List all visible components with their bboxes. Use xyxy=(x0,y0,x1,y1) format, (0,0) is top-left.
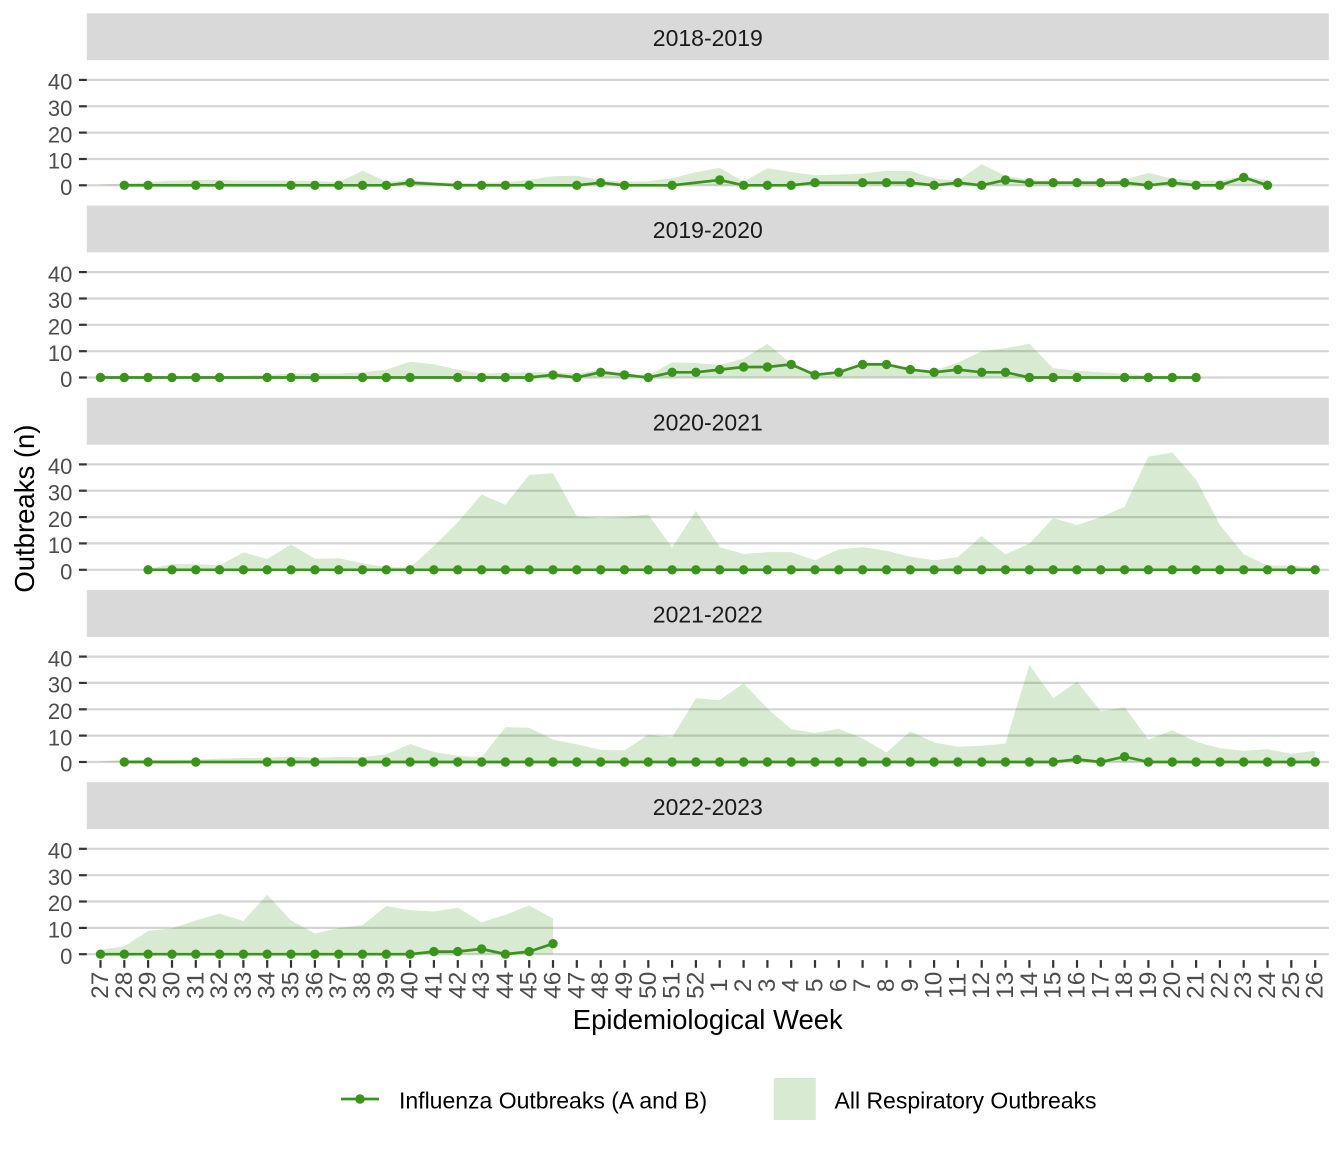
svg-text:2019-2020: 2019-2020 xyxy=(653,217,763,243)
svg-text:30: 30 xyxy=(159,972,186,999)
svg-text:20: 20 xyxy=(48,507,72,532)
svg-text:40: 40 xyxy=(48,454,72,479)
svg-text:14: 14 xyxy=(1016,972,1043,999)
svg-text:22: 22 xyxy=(1206,972,1233,999)
svg-text:32: 32 xyxy=(206,972,233,999)
svg-text:20: 20 xyxy=(1159,972,1186,999)
svg-text:48: 48 xyxy=(587,972,614,999)
svg-text:16: 16 xyxy=(1064,972,1091,999)
svg-text:17: 17 xyxy=(1087,972,1114,999)
svg-text:9: 9 xyxy=(897,978,924,992)
svg-text:30: 30 xyxy=(48,96,72,121)
svg-text:35: 35 xyxy=(278,972,305,999)
svg-text:2018-2019: 2018-2019 xyxy=(653,25,763,51)
svg-text:40: 40 xyxy=(48,262,72,287)
svg-text:12: 12 xyxy=(968,972,995,999)
svg-text:8: 8 xyxy=(873,978,900,992)
svg-text:40: 40 xyxy=(48,70,72,95)
svg-text:41: 41 xyxy=(420,972,447,999)
svg-text:20: 20 xyxy=(48,122,72,147)
svg-text:29: 29 xyxy=(135,972,162,999)
svg-text:30: 30 xyxy=(48,480,72,505)
svg-text:Epidemiological Week: Epidemiological Week xyxy=(573,1004,843,1035)
svg-text:Influenza Outbreaks (A and B): Influenza Outbreaks (A and B) xyxy=(399,1088,707,1114)
svg-text:39: 39 xyxy=(373,972,400,999)
svg-text:40: 40 xyxy=(48,646,72,671)
svg-text:20: 20 xyxy=(48,315,72,340)
svg-text:4: 4 xyxy=(778,978,805,992)
svg-text:0: 0 xyxy=(60,175,72,200)
svg-text:10: 10 xyxy=(48,725,72,750)
svg-text:Outbreaks (n): Outbreaks (n) xyxy=(9,425,40,593)
svg-text:18: 18 xyxy=(1111,972,1138,999)
svg-text:47: 47 xyxy=(563,972,590,999)
svg-text:24: 24 xyxy=(1254,972,1281,999)
svg-text:20: 20 xyxy=(48,891,72,916)
svg-text:11: 11 xyxy=(944,973,971,998)
svg-text:3: 3 xyxy=(754,978,781,992)
svg-text:27: 27 xyxy=(87,972,114,999)
svg-text:0: 0 xyxy=(60,752,72,777)
svg-text:37: 37 xyxy=(325,972,352,999)
svg-text:10: 10 xyxy=(48,341,72,366)
svg-text:15: 15 xyxy=(1040,972,1067,999)
svg-text:5: 5 xyxy=(802,978,829,992)
svg-text:2022-2023: 2022-2023 xyxy=(653,794,763,820)
svg-text:7: 7 xyxy=(849,978,876,992)
svg-text:19: 19 xyxy=(1135,972,1162,999)
svg-text:2021-2022: 2021-2022 xyxy=(653,602,763,628)
svg-text:1: 1 xyxy=(706,978,733,992)
svg-text:51: 51 xyxy=(659,972,686,999)
svg-text:10: 10 xyxy=(921,972,948,999)
svg-text:20: 20 xyxy=(48,699,72,724)
svg-text:21: 21 xyxy=(1183,972,1210,999)
svg-text:All Respiratory Outbreaks: All Respiratory Outbreaks xyxy=(835,1088,1097,1114)
svg-text:46: 46 xyxy=(540,972,567,999)
svg-text:38: 38 xyxy=(349,972,376,999)
svg-text:34: 34 xyxy=(254,972,281,999)
svg-text:10: 10 xyxy=(48,533,72,558)
svg-text:50: 50 xyxy=(635,972,662,999)
svg-text:33: 33 xyxy=(230,972,257,999)
svg-text:43: 43 xyxy=(468,972,495,999)
svg-text:40: 40 xyxy=(397,972,424,999)
svg-text:10: 10 xyxy=(48,149,72,174)
svg-text:30: 30 xyxy=(48,673,72,698)
svg-text:52: 52 xyxy=(682,972,709,999)
svg-text:23: 23 xyxy=(1230,972,1257,999)
svg-text:44: 44 xyxy=(492,972,519,999)
svg-text:30: 30 xyxy=(48,288,72,313)
svg-text:0: 0 xyxy=(60,560,72,585)
svg-text:42: 42 xyxy=(444,972,471,999)
svg-text:40: 40 xyxy=(48,839,72,864)
svg-text:45: 45 xyxy=(516,972,543,999)
svg-text:13: 13 xyxy=(992,972,1019,999)
svg-text:30: 30 xyxy=(48,865,72,890)
svg-text:0: 0 xyxy=(60,944,72,969)
svg-text:36: 36 xyxy=(301,972,328,999)
svg-text:6: 6 xyxy=(825,978,852,992)
svg-text:10: 10 xyxy=(48,918,72,943)
svg-text:49: 49 xyxy=(611,972,638,999)
svg-text:31: 31 xyxy=(182,972,209,999)
svg-text:25: 25 xyxy=(1278,972,1305,999)
svg-text:2: 2 xyxy=(730,978,757,992)
svg-text:0: 0 xyxy=(60,367,72,392)
svg-text:2020-2021: 2020-2021 xyxy=(653,409,763,435)
svg-text:28: 28 xyxy=(111,972,138,999)
svg-text:26: 26 xyxy=(1302,972,1329,999)
